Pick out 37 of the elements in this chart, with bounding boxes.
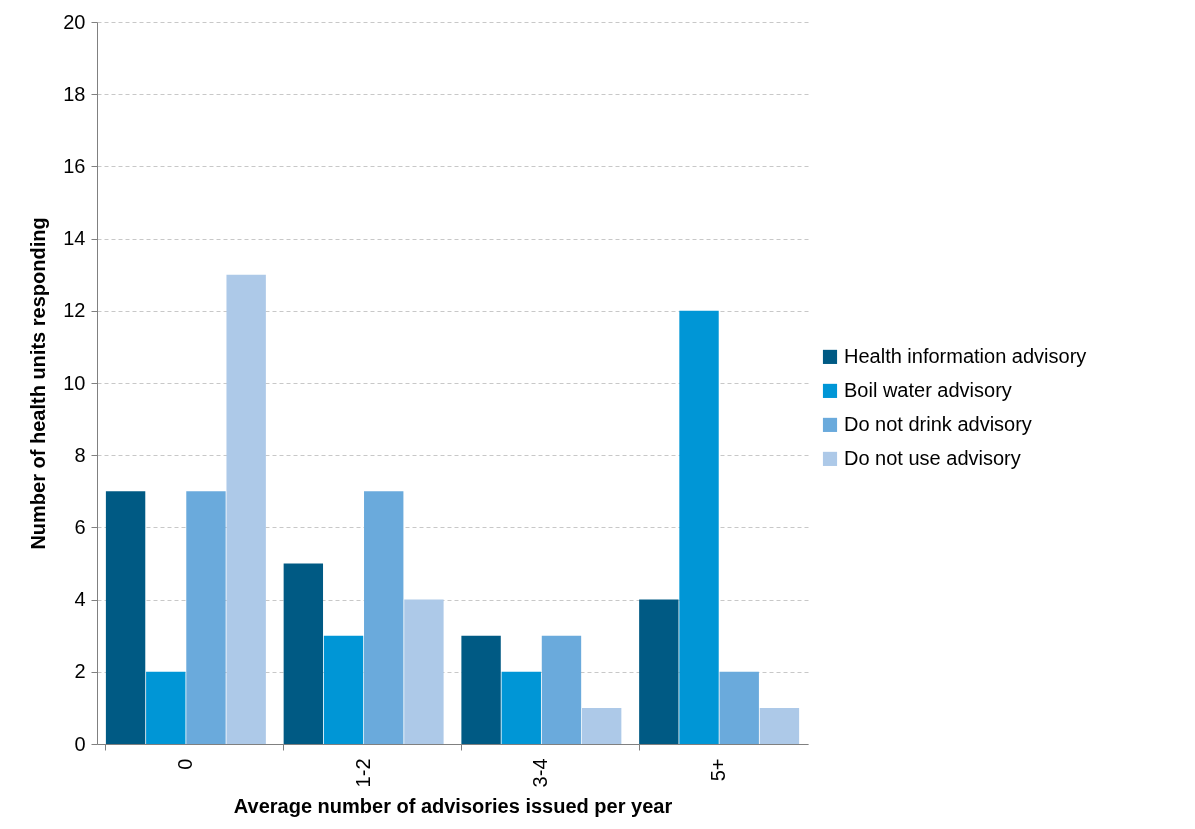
y-tick-label: 0 xyxy=(74,732,86,755)
bar xyxy=(719,671,759,744)
bar xyxy=(323,635,364,744)
bar xyxy=(105,491,146,744)
legend-label: Health information advisory xyxy=(844,344,1087,367)
y-tick-label: 16 xyxy=(63,154,86,177)
bar xyxy=(581,707,622,744)
x-tick-label: 1-2 xyxy=(351,758,374,788)
x-tick-label: 3-4 xyxy=(529,758,552,788)
y-tick-label: 10 xyxy=(63,371,86,394)
bar xyxy=(639,599,679,744)
legend-label: Boil water advisory xyxy=(844,378,1012,401)
bar xyxy=(759,707,800,744)
bar xyxy=(404,599,444,744)
x-tick-label: 0 xyxy=(173,758,196,770)
bar xyxy=(186,491,226,744)
y-axis-title: Number of health units responding xyxy=(27,217,50,550)
y-tick-label: 12 xyxy=(63,299,86,322)
bar xyxy=(283,563,324,744)
legend-label: Do not drink advisory xyxy=(844,412,1032,435)
bar xyxy=(461,635,501,744)
bar xyxy=(226,274,266,744)
bar xyxy=(541,635,582,744)
bar xyxy=(501,671,541,744)
bar xyxy=(146,671,186,744)
bar xyxy=(679,310,719,744)
y-tick-label: 14 xyxy=(63,227,86,250)
y-tick-label: 6 xyxy=(74,515,86,538)
x-tick-label: 5+ xyxy=(707,758,730,782)
bar xyxy=(364,491,404,744)
legend-label: Do not use advisory xyxy=(844,446,1021,469)
y-tick-label: 4 xyxy=(74,588,86,611)
y-tick-label: 2 xyxy=(74,660,86,683)
x-axis-title: Average number of advisories issued per year xyxy=(233,795,673,818)
y-tick-label: 20 xyxy=(63,10,86,33)
y-tick-label: 8 xyxy=(74,443,86,466)
y-tick-label: 18 xyxy=(63,82,86,105)
